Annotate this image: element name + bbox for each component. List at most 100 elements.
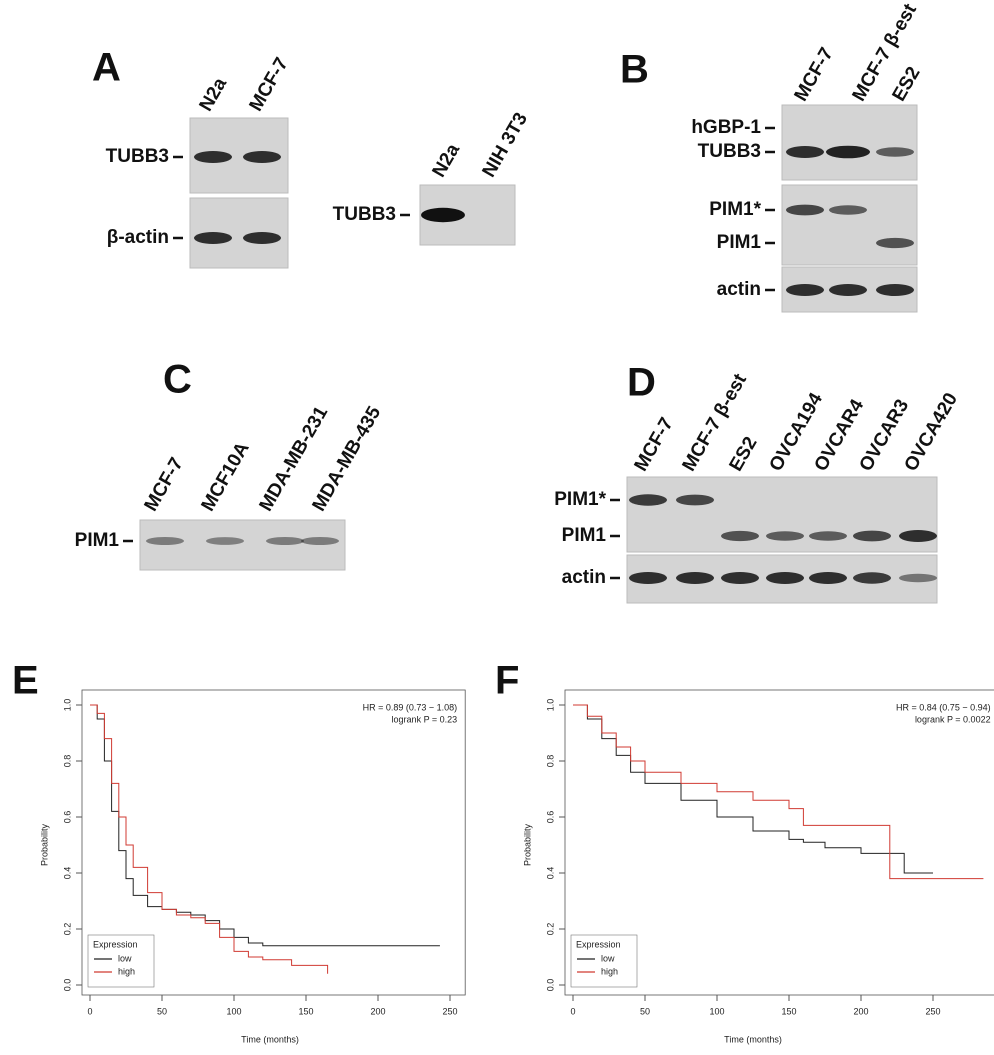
- survival-curve: [90, 704, 329, 974]
- legend-box: [87, 934, 155, 988]
- band: [721, 530, 759, 542]
- row-label: β-actin: [107, 227, 169, 248]
- y-tick-label: 1.0: [62, 699, 72, 712]
- band: [786, 204, 824, 216]
- row-label: PIM1: [717, 232, 762, 253]
- annotation: logrank P = 0.0022: [915, 714, 991, 724]
- y-tick-label: 0.4: [545, 867, 555, 880]
- x-tick-label: 0: [87, 1006, 92, 1016]
- y-tick-label: 0.2: [62, 923, 72, 936]
- y-tick-label: 1.0: [545, 699, 555, 712]
- legend-box: [570, 934, 638, 988]
- y-tick-label: 0.4: [62, 867, 72, 880]
- panel-letter: C: [163, 358, 192, 402]
- annotation: logrank P = 0.23: [392, 714, 458, 724]
- y-tick-label: 0.0: [545, 979, 555, 992]
- band: [721, 572, 759, 584]
- panel-letter: E: [12, 659, 39, 703]
- band: [301, 536, 339, 546]
- band: [786, 146, 824, 158]
- band: [829, 205, 867, 215]
- panel-letter: B: [620, 48, 649, 92]
- band: [766, 531, 804, 541]
- row-label: hGBP-1: [691, 117, 761, 138]
- band: [876, 147, 914, 157]
- y-tick-label: 0.8: [545, 755, 555, 768]
- x-tick-label: 150: [298, 1006, 313, 1016]
- row-label: PIM1: [562, 525, 607, 546]
- band: [899, 573, 937, 583]
- annotation: HR = 0.89 (0.73 − 1.08): [363, 702, 458, 712]
- panel-letter: F: [495, 659, 519, 703]
- y-tick-label: 0.6: [545, 811, 555, 824]
- band: [146, 536, 184, 546]
- x-tick-label: 50: [640, 1006, 650, 1016]
- x-tick-label: 50: [157, 1006, 167, 1016]
- row-label: actin: [562, 567, 606, 588]
- legend-label: low: [118, 953, 132, 963]
- row-label: PIM1: [75, 530, 120, 551]
- band: [876, 284, 914, 296]
- x-tick-label: 100: [709, 1006, 724, 1016]
- y-tick-label: 0.0: [62, 979, 72, 992]
- band: [826, 145, 870, 159]
- panel-letter: A: [92, 46, 121, 90]
- row-label: TUBB3: [698, 141, 761, 162]
- y-axis-label: Probability: [39, 823, 49, 866]
- x-tick-label: 200: [853, 1006, 868, 1016]
- band: [899, 530, 937, 542]
- plot-frame: [81, 689, 466, 996]
- band: [876, 237, 914, 249]
- band: [829, 284, 867, 296]
- band: [243, 232, 281, 244]
- x-tick-label: 200: [370, 1006, 385, 1016]
- blot-membrane: [781, 104, 918, 181]
- band: [206, 537, 244, 545]
- band: [766, 572, 804, 584]
- band: [786, 284, 824, 296]
- x-tick-label: 150: [781, 1006, 796, 1016]
- row-label: PIM1*: [709, 199, 761, 220]
- y-tick-label: 0.8: [62, 755, 72, 768]
- band: [809, 572, 847, 584]
- band: [629, 572, 667, 584]
- row-label: actin: [717, 279, 761, 300]
- legend-title: Expression: [93, 939, 138, 949]
- y-tick-label: 0.2: [545, 923, 555, 936]
- row-label: TUBB3: [106, 146, 169, 167]
- band: [194, 232, 232, 244]
- band: [853, 572, 891, 584]
- y-tick-label: 0.6: [62, 811, 72, 824]
- legend-title: Expression: [576, 939, 621, 949]
- annotation: HR = 0.84 (0.75 − 0.94): [896, 702, 991, 712]
- legend-label: high: [118, 966, 135, 976]
- survival-curve: [573, 704, 933, 874]
- blot-membrane: [626, 476, 938, 553]
- band: [194, 151, 232, 163]
- y-axis-label: Probability: [522, 823, 532, 866]
- band: [853, 530, 891, 542]
- x-axis-label: Time (months): [724, 1034, 782, 1044]
- band: [676, 572, 714, 584]
- row-label: PIM1*: [554, 489, 606, 510]
- blot-membrane: [139, 519, 346, 571]
- legend-label: high: [601, 966, 618, 976]
- row-label: TUBB3: [333, 204, 396, 225]
- band: [266, 536, 304, 546]
- x-tick-label: 0: [570, 1006, 575, 1016]
- x-tick-label: 100: [226, 1006, 241, 1016]
- band: [421, 207, 465, 223]
- band: [629, 494, 667, 506]
- legend-label: low: [601, 953, 615, 963]
- band: [676, 494, 714, 506]
- survival-curve: [573, 704, 984, 880]
- blot-membrane: [781, 184, 918, 266]
- x-axis-label: Time (months): [241, 1034, 299, 1044]
- panel-letter: D: [627, 361, 656, 405]
- x-tick-label: 250: [442, 1006, 457, 1016]
- band: [809, 531, 847, 541]
- x-tick-label: 250: [925, 1006, 940, 1016]
- band: [243, 151, 281, 163]
- plot-frame: [564, 689, 994, 996]
